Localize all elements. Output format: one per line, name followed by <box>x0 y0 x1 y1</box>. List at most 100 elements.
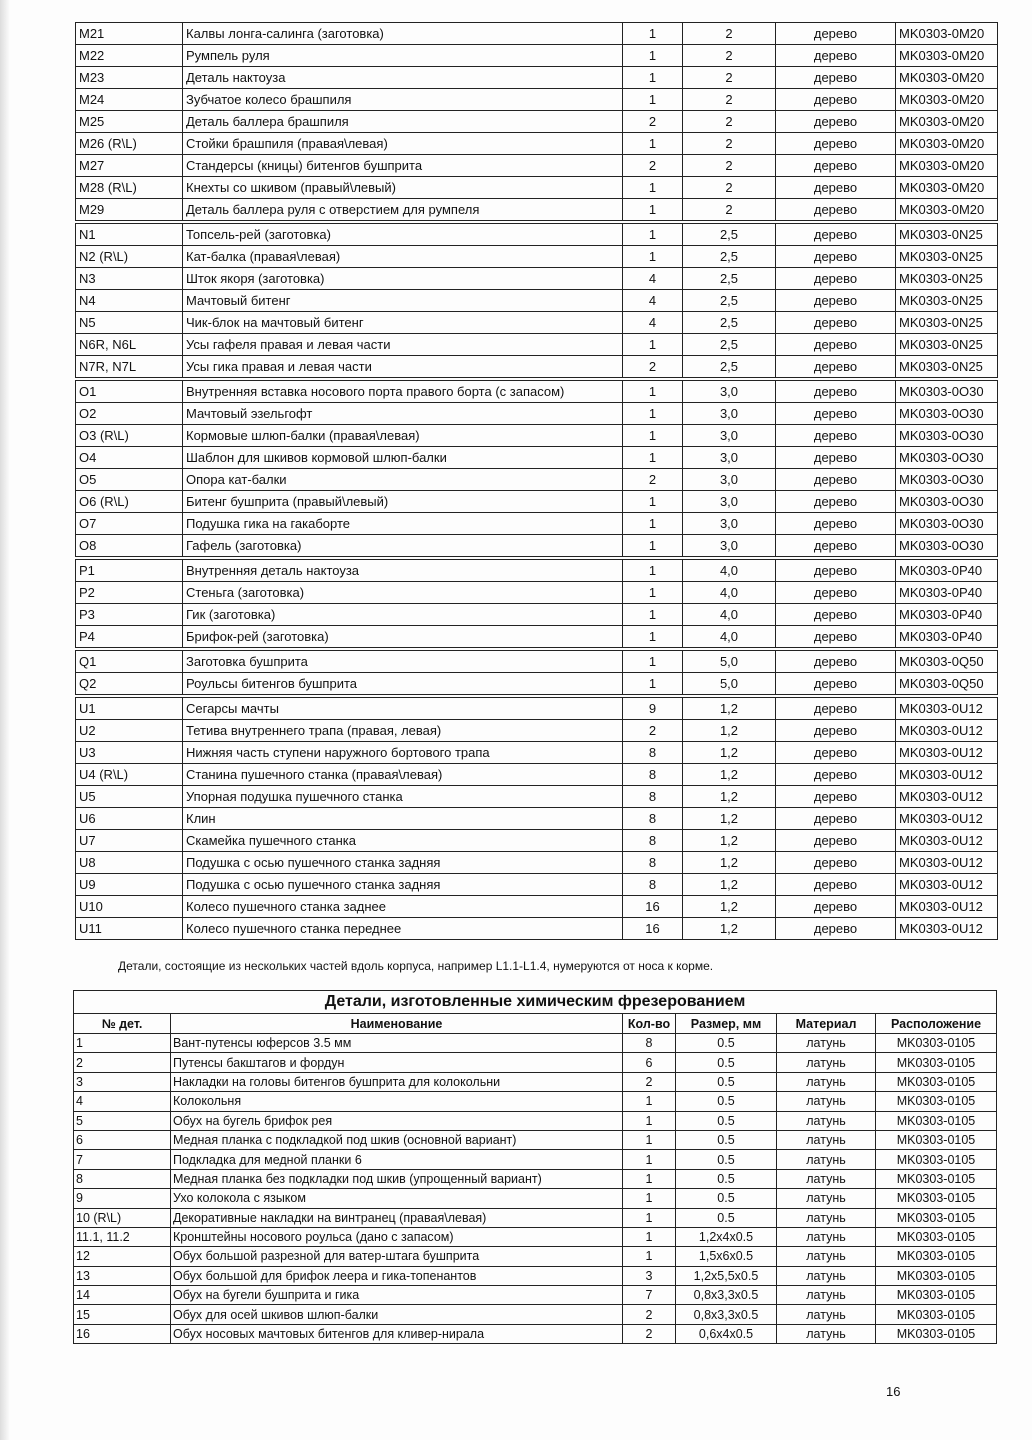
part-number-cell: Q2 <box>75 672 183 697</box>
location-cell: MK0303-0N25 <box>895 355 998 380</box>
material-cell: латунь <box>776 1091 876 1112</box>
part-number-cell: O1 <box>75 377 183 403</box>
table-row: U10 Колесо пушечного станка заднее 16 1,2 де… <box>75 895 998 918</box>
location-cell: MK0303-0U12 <box>895 719 998 742</box>
part-number-cell: P1 <box>75 556 183 582</box>
part-name-cell: Обух большой для брифок леера и гика-топ… <box>170 1265 623 1287</box>
quantity-cell: 1 <box>622 1149 676 1170</box>
material-cell: латунь <box>776 1110 876 1131</box>
part-name-cell: Подушка с осью пушечного станка задняя <box>182 873 623 896</box>
table-row: M26 (R\L) Стойки брашпиля (правая\левая) 1… <box>75 132 998 155</box>
part-name-cell: Клин <box>182 807 623 830</box>
material-cell: дерево <box>775 917 896 940</box>
location-cell: MK0303-0U12 <box>895 694 998 720</box>
quantity-cell: 2 <box>622 110 683 133</box>
part-name-cell: Обух большой разрезной для ватер-штага б… <box>170 1246 623 1267</box>
table-row: 9 Ухо колокола с языком 1 0.5 латунь MK0303-0… <box>73 1188 998 1209</box>
part-number-cell: O8 <box>75 534 183 559</box>
size-cell: 3,0 <box>682 512 776 535</box>
part-name-cell: Тетива внутреннего трапа (правая, левая) <box>182 719 623 742</box>
page-number: 16 <box>886 1384 901 1399</box>
size-cell: 2,5 <box>682 245 776 268</box>
quantity-cell: 1 <box>622 625 683 650</box>
part-number-cell: P4 <box>75 625 183 650</box>
quantity-cell: 3 <box>622 1265 676 1287</box>
part-name-cell: Чик-блок на мачтовый битенг <box>182 311 623 334</box>
part-number-cell: Q1 <box>75 647 183 673</box>
location-cell: MK0303-0105 <box>874 1071 998 1093</box>
quantity-cell: 8 <box>622 1032 676 1054</box>
table-row: M28 (R\L) Кнехты со шкивом (правый\левый)… <box>75 176 998 199</box>
part-name-cell: Мачтовый эзельгофт <box>182 402 623 425</box>
part-number-cell: 16 <box>73 1323 171 1345</box>
part-number-cell: N5 <box>75 311 183 334</box>
part-number-cell: 6 <box>73 1129 171 1151</box>
table-row: 11.1, 11.2 Кронштейны носового роульса (д… <box>73 1226 998 1248</box>
part-name-cell: Кормовые шлюп-балки (правая\левая) <box>182 424 623 447</box>
quantity-cell: 8 <box>622 763 683 786</box>
quantity-cell: 1 <box>622 1091 676 1112</box>
location-cell: MK0303-0M20 <box>895 88 998 111</box>
table-row: O4 Шаблон для шкивов кормовой шлюп-балки 1… <box>75 446 998 469</box>
table-row: 15 Обух для осей шкивов шлюп-балки 2 0,8x3,… <box>73 1304 998 1325</box>
size-cell: 1,2 <box>682 895 776 918</box>
quantity-cell: 4 <box>622 267 683 290</box>
size-cell: 3,0 <box>682 490 776 513</box>
material-cell: дерево <box>775 446 896 469</box>
size-cell: 0.5 <box>675 1071 777 1093</box>
size-cell: 1,5x6x0.5 <box>675 1246 777 1267</box>
part-number-cell: O2 <box>75 402 183 425</box>
location-cell: MK0303-0U12 <box>895 829 998 852</box>
size-cell: 1,2 <box>682 785 776 808</box>
quantity-cell: 1 <box>622 66 683 89</box>
size-cell: 2,5 <box>682 220 776 246</box>
part-name-cell: Обух для осей шкивов шлюп-балки <box>170 1304 623 1325</box>
size-cell: 0.5 <box>675 1207 777 1228</box>
location-cell: MK0303-0P40 <box>895 581 998 604</box>
table-row: 10 (R\L) Декоративные накладки на винтран… <box>73 1207 998 1228</box>
quantity-cell: 1 <box>622 245 683 268</box>
material-cell: дерево <box>775 44 896 67</box>
material-cell: латунь <box>776 1246 876 1267</box>
part-number-cell: M26 (R\L) <box>75 132 183 155</box>
size-cell: 3,0 <box>682 534 776 559</box>
table-row: U1 Сегарсы мачты 9 1,2 дерево MK0303-0U12 <box>75 694 998 720</box>
size-cell: 3,0 <box>682 446 776 469</box>
table-row: N7R, N7L Усы гика правая и левая части 2 2,… <box>75 355 998 380</box>
part-number-cell: M22 <box>75 44 183 67</box>
material-cell: дерево <box>775 198 896 223</box>
location-cell: MK0303-0Q50 <box>895 647 998 673</box>
quantity-cell: 4 <box>622 289 683 312</box>
quantity-cell: 8 <box>622 851 683 874</box>
size-cell: 2 <box>682 110 776 133</box>
material-cell: латунь <box>776 1285 876 1306</box>
location-cell: MK0303-0105 <box>874 1285 998 1306</box>
part-number-cell: M25 <box>75 110 183 133</box>
location-cell: MK0303-0105 <box>874 1052 998 1073</box>
table-row: Q1 Заготовка бушприта 1 5,0 дерево MK0303-0Q5… <box>75 647 998 673</box>
quantity-cell: 8 <box>622 829 683 852</box>
table-row: P1 Внутренняя деталь нактоуза 1 4,0 дерево MK… <box>75 556 998 582</box>
location-cell: MK0303-0N25 <box>895 220 998 246</box>
quantity-cell: 1 <box>622 333 683 356</box>
table-row: U5 Упорная подушка пушечного станка 8 1,2 де… <box>75 785 998 808</box>
location-cell: MK0303-0N25 <box>895 245 998 268</box>
location-header: Расположение <box>874 1013 998 1034</box>
quantity-cell: 1 <box>622 424 683 447</box>
part-name-cell: Стойки брашпиля (правая\левая) <box>182 132 623 155</box>
quantity-cell: 1 <box>622 1188 676 1209</box>
part-name-cell: Сегарсы мачты <box>182 694 623 720</box>
part-number-cell: 2 <box>73 1052 171 1073</box>
quantity-cell: 1 <box>622 603 683 626</box>
material-cell: дерево <box>775 110 896 133</box>
quantity-cell: 1 <box>622 647 683 673</box>
part-name-cell: Усы гика правая и левая части <box>182 355 623 380</box>
material-cell: латунь <box>776 1323 876 1345</box>
material-cell: латунь <box>776 1129 876 1151</box>
material-cell: дерево <box>775 895 896 918</box>
table-row: O8 Гафель (заготовка) 1 3,0 дерево MK0303-0O3… <box>75 534 998 559</box>
location-cell: MK0303-0O30 <box>895 424 998 447</box>
material-cell: дерево <box>775 88 896 111</box>
part-name-cell: Колокольня <box>170 1091 623 1112</box>
part-number-cell: O6 (R\L) <box>75 490 183 513</box>
